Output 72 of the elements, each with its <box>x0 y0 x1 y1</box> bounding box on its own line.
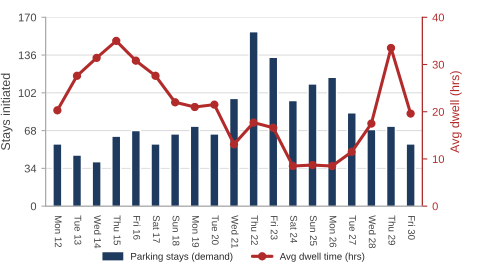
x-tick-label: Wed 28 <box>368 215 376 248</box>
bar <box>72 154 82 206</box>
point <box>406 109 415 118</box>
y2-tick-label: 20 <box>432 108 444 116</box>
bar <box>130 130 141 206</box>
bar <box>228 98 240 206</box>
point <box>132 56 140 65</box>
point <box>249 118 258 127</box>
point <box>308 160 317 170</box>
x-tick-label: Fri 23 <box>270 216 278 240</box>
point <box>112 36 120 46</box>
x-tick-label: Tue 13 <box>74 215 82 245</box>
bar <box>92 161 102 206</box>
y2-tick-label: 30 <box>432 60 444 69</box>
x-tick-label: Thu 22 <box>251 215 258 245</box>
x-tick-label: Mon 12 <box>54 216 62 248</box>
x-tick-label: Sat 17 <box>152 216 160 243</box>
bar <box>288 100 298 206</box>
point <box>367 119 376 128</box>
bar <box>248 31 259 206</box>
point <box>348 148 356 156</box>
x-tick-label: Thu 15 <box>114 215 121 246</box>
x-tick-label: Tue 20 <box>212 215 219 245</box>
bar <box>406 143 416 206</box>
bar <box>52 143 62 206</box>
point <box>328 162 336 170</box>
point <box>53 106 62 114</box>
x-tick-label: Thu 29 <box>388 215 396 245</box>
x-tick-label: Sat 24 <box>290 216 298 243</box>
bar <box>366 128 376 206</box>
point <box>170 98 180 106</box>
x-tick-label: Fri 16 <box>133 216 140 240</box>
bar <box>346 112 357 206</box>
y-tick-label: 170 <box>18 14 36 22</box>
x-tick-label: Mon 26 <box>330 216 336 248</box>
bar <box>190 125 200 206</box>
bar <box>386 125 396 206</box>
point <box>269 124 278 132</box>
x-tick-label: Tue 27 <box>349 215 356 245</box>
y-tick-label: 34 <box>24 164 36 173</box>
y-tick-label: 0 <box>30 202 36 210</box>
x-tick-label: Fri 30 <box>408 216 416 240</box>
y2-tick-label: 10 <box>432 155 444 164</box>
y-tick-label: 68 <box>24 126 36 135</box>
point <box>190 102 199 112</box>
bar <box>327 76 338 206</box>
bar <box>307 83 318 206</box>
x-tick-label: Mon 19 <box>192 216 200 248</box>
x-tick-label: Wed 14 <box>94 215 102 248</box>
y2-axis-title: Avg dwell (hrs) <box>450 71 462 153</box>
bar <box>150 143 161 206</box>
y-tick-label: 136 <box>18 51 36 60</box>
x-tick-label: Sun 18 <box>172 216 180 246</box>
point <box>210 100 219 109</box>
y-tick-label: 102 <box>18 89 36 97</box>
point <box>386 44 396 52</box>
point <box>72 72 82 80</box>
point <box>288 162 298 170</box>
y-axis-title: Stays initiated <box>0 74 12 150</box>
legend-label: Parking stays (demand) <box>131 252 232 262</box>
bar <box>170 133 180 206</box>
bar <box>111 135 122 206</box>
bar <box>209 133 220 206</box>
point <box>230 140 238 148</box>
point <box>92 54 101 62</box>
x-tick-label: Wed 21 <box>231 215 239 248</box>
y2-tick-label: 0 <box>432 202 438 210</box>
point <box>151 72 160 80</box>
bar <box>268 56 278 206</box>
y2-tick-label: 40 <box>432 14 444 22</box>
legend-label: Avg dwell time (hrs) <box>280 252 364 262</box>
x-tick-label: Sun 25 <box>310 216 317 246</box>
